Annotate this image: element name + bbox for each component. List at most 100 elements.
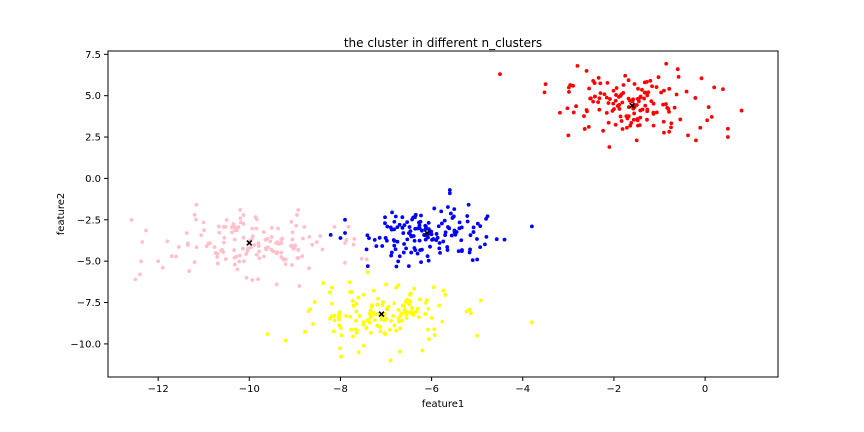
data-point-cluster-3 xyxy=(194,217,198,222)
data-point-cluster-4 xyxy=(356,350,361,355)
data-point-cluster-4 xyxy=(427,337,431,342)
data-point-cluster-1 xyxy=(645,107,650,112)
data-point-cluster-1 xyxy=(558,110,562,115)
data-point-cluster-3 xyxy=(359,256,364,261)
data-point-cluster-3 xyxy=(295,213,299,217)
data-point-cluster-2 xyxy=(412,238,417,243)
data-point-cluster-1 xyxy=(629,120,634,125)
data-point-cluster-2 xyxy=(529,224,534,229)
data-point-cluster-4 xyxy=(368,315,373,319)
data-point-cluster-1 xyxy=(596,76,601,80)
data-point-cluster-4 xyxy=(388,358,393,363)
data-point-cluster-4 xyxy=(384,282,388,287)
data-point-cluster-2 xyxy=(475,237,479,241)
plot-frame xyxy=(107,50,779,378)
data-point-cluster-3 xyxy=(160,265,165,270)
data-point-cluster-4 xyxy=(303,329,307,334)
data-point-cluster-1 xyxy=(623,73,628,78)
data-point-cluster-4 xyxy=(375,323,380,328)
data-point-cluster-4 xyxy=(424,300,428,305)
data-point-cluster-1 xyxy=(694,138,698,143)
data-point-cluster-4 xyxy=(328,316,332,321)
data-point-cluster-4 xyxy=(469,311,473,316)
data-point-cluster-2 xyxy=(494,237,499,242)
data-point-cluster-2 xyxy=(447,188,452,192)
data-point-cluster-2 xyxy=(343,217,347,222)
x-tick-label: −6 xyxy=(424,384,439,395)
data-point-cluster-2 xyxy=(389,227,394,232)
y-tick-label: 0.0 xyxy=(85,174,101,185)
data-point-cluster-4 xyxy=(378,324,383,329)
data-point-cluster-1 xyxy=(626,96,631,101)
data-point-cluster-4 xyxy=(409,309,413,314)
data-point-cluster-1 xyxy=(674,92,679,97)
data-point-cluster-1 xyxy=(605,80,610,85)
data-point-cluster-2 xyxy=(425,254,430,258)
data-point-cluster-2 xyxy=(483,242,487,247)
data-point-cluster-2 xyxy=(426,227,431,232)
data-point-cluster-2 xyxy=(457,226,462,231)
data-point-cluster-2 xyxy=(426,258,431,263)
data-point-cluster-3 xyxy=(289,243,294,248)
data-point-cluster-1 xyxy=(543,82,548,86)
data-point-cluster-2 xyxy=(392,238,397,243)
data-point-cluster-3 xyxy=(261,230,266,235)
data-point-cluster-2 xyxy=(434,232,439,236)
data-point-cluster-3 xyxy=(291,246,296,251)
data-point-cluster-2 xyxy=(407,225,412,229)
data-point-cluster-4 xyxy=(337,323,342,328)
data-point-cluster-1 xyxy=(659,90,664,95)
data-point-cluster-1 xyxy=(606,120,611,125)
data-point-cluster-1 xyxy=(662,88,666,93)
data-point-cluster-3 xyxy=(296,248,301,252)
data-point-cluster-3 xyxy=(265,236,270,241)
data-point-cluster-2 xyxy=(446,205,450,209)
data-point-cluster-1 xyxy=(643,90,648,95)
data-point-cluster-4 xyxy=(412,286,417,291)
data-point-cluster-3 xyxy=(185,243,190,248)
data-point-cluster-2 xyxy=(328,233,333,237)
data-point-cluster-2 xyxy=(374,244,379,249)
data-point-cluster-4 xyxy=(308,307,313,312)
data-point-cluster-4 xyxy=(371,311,376,315)
data-point-cluster-1 xyxy=(620,100,625,105)
y-tick-label: −10.0 xyxy=(70,339,101,350)
data-point-cluster-3 xyxy=(241,213,246,217)
data-point-cluster-4 xyxy=(339,333,344,338)
data-point-cluster-3 xyxy=(300,254,305,259)
data-point-cluster-3 xyxy=(241,246,245,251)
data-point-cluster-2 xyxy=(438,250,442,255)
data-point-cluster-1 xyxy=(656,75,661,80)
data-point-cluster-4 xyxy=(394,285,399,290)
y-tick-label: 5.0 xyxy=(85,91,101,102)
data-point-cluster-4 xyxy=(371,288,376,293)
data-point-cluster-2 xyxy=(434,238,439,243)
data-point-cluster-4 xyxy=(354,331,359,335)
data-point-cluster-2 xyxy=(394,264,399,269)
data-point-cluster-4 xyxy=(464,309,469,314)
data-point-cluster-1 xyxy=(571,83,575,88)
data-point-cluster-3 xyxy=(351,242,356,247)
data-point-cluster-2 xyxy=(465,219,470,224)
data-point-cluster-2 xyxy=(385,224,390,229)
data-point-cluster-3 xyxy=(174,254,178,259)
data-point-cluster-3 xyxy=(257,249,261,254)
data-point-cluster-2 xyxy=(400,225,405,230)
data-point-cluster-3 xyxy=(269,226,274,230)
data-point-cluster-3 xyxy=(343,241,347,245)
data-point-cluster-3 xyxy=(194,202,199,207)
data-point-cluster-3 xyxy=(276,226,280,231)
points-layer xyxy=(129,61,744,363)
x-tick-label: −8 xyxy=(333,384,348,395)
data-point-cluster-4 xyxy=(381,300,386,305)
data-point-cluster-1 xyxy=(586,124,591,129)
data-point-cluster-4 xyxy=(432,327,437,332)
chart-title: the cluster in different n_clusters xyxy=(344,36,542,50)
data-point-cluster-2 xyxy=(404,246,408,251)
y-tick-label: −7.5 xyxy=(77,298,101,309)
data-point-cluster-2 xyxy=(393,214,398,219)
data-point-cluster-1 xyxy=(582,127,587,131)
data-point-cluster-2 xyxy=(402,223,407,227)
data-point-cluster-1 xyxy=(709,114,714,119)
data-point-cluster-1 xyxy=(607,145,612,149)
